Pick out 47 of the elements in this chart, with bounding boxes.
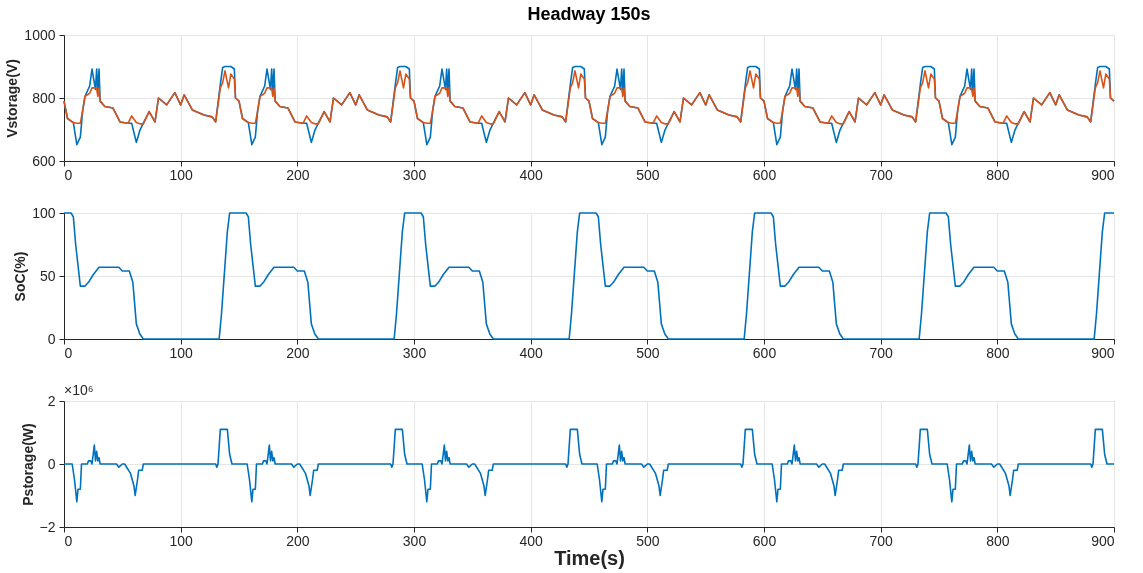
x-tick-label: 700 xyxy=(869,166,894,183)
x-tick-label: 600 xyxy=(752,166,777,183)
x-tick-label: 400 xyxy=(519,166,544,183)
x-tick-label: 100 xyxy=(169,166,194,183)
y-tick-label: 800 xyxy=(32,89,56,106)
x-tick-label: 300 xyxy=(402,166,427,183)
y-tick-label: −2 xyxy=(39,518,56,535)
x-tick-label: 800 xyxy=(986,166,1010,183)
y-tick-label: 100 xyxy=(32,204,56,221)
x-tick-label: 400 xyxy=(519,532,544,549)
y-axis-title: Vstorage(V) xyxy=(4,59,21,138)
x-tick-label: 200 xyxy=(286,166,310,183)
x-tick-label: 500 xyxy=(636,166,660,183)
y-tick-label: 600 xyxy=(32,152,56,169)
chart-title: Headway 150s xyxy=(527,4,651,24)
x-tick-label: 0 xyxy=(64,532,73,549)
x-tick-label: 500 xyxy=(636,344,660,361)
x-tick-label: 100 xyxy=(169,532,194,549)
x-tick-label: 800 xyxy=(986,344,1010,361)
x-tick-label: 700 xyxy=(869,344,894,361)
y-tick-label: 1000 xyxy=(24,26,56,43)
x-tick-label: 300 xyxy=(402,344,427,361)
y-tick-label: 50 xyxy=(39,267,56,284)
x-tick-label: 900 xyxy=(1091,344,1115,361)
line-series xyxy=(63,70,1115,125)
x-tick-label: 200 xyxy=(286,532,310,549)
x-tick-label: 600 xyxy=(752,344,777,361)
x-tick-label: 500 xyxy=(636,532,660,549)
x-tick-label: 200 xyxy=(286,344,310,361)
x-tick-label: 100 xyxy=(169,344,194,361)
text: ×10⁶ xyxy=(64,382,94,398)
x-tick-label: 400 xyxy=(519,344,544,361)
y-tick-label: 0 xyxy=(47,330,56,347)
y-axis-title: SoC(%) xyxy=(12,251,29,302)
x-tick-label: 300 xyxy=(402,532,427,549)
y-tick-label: 0 xyxy=(47,455,56,472)
line-series xyxy=(63,428,1115,503)
x-tick-label: 900 xyxy=(1091,166,1115,183)
x-axis-title: Time(s) xyxy=(554,546,625,569)
x-tick-label: 0 xyxy=(64,344,73,361)
x-tick-label: 900 xyxy=(1091,532,1115,549)
x-tick-label: 600 xyxy=(752,532,777,549)
x-tick-label: 700 xyxy=(869,532,894,549)
y-axis-title: Pstorage(W) xyxy=(19,423,36,506)
y-tick-label: 2 xyxy=(47,392,56,409)
x-tick-label: 800 xyxy=(986,532,1010,549)
x-tick-label: 0 xyxy=(64,166,73,183)
